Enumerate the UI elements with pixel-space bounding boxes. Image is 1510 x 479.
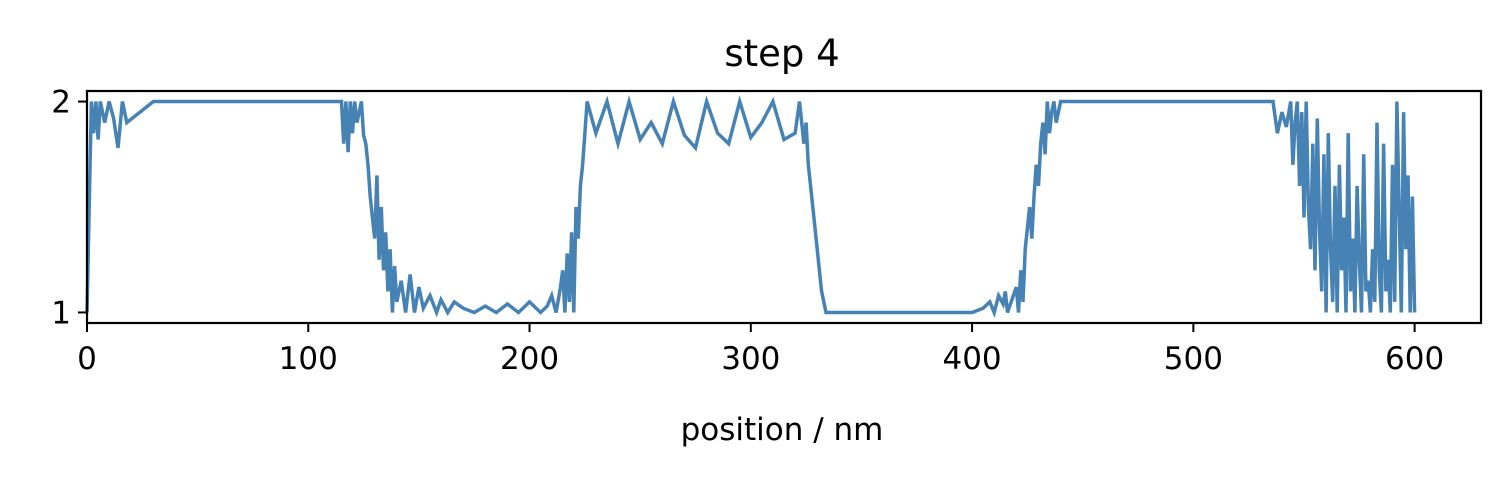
x-tick-label: 500 [1164, 341, 1223, 377]
x-tick-label: 600 [1385, 341, 1444, 377]
chart-title: step 4 [724, 32, 839, 75]
x-tick-label: 300 [721, 341, 780, 377]
plot-area [85, 94, 1417, 318]
x-tick-label: 200 [500, 341, 559, 377]
x-tick-label: 100 [279, 341, 338, 377]
x-axis-title: position / nm [681, 412, 884, 448]
series-line-0 [85, 94, 1417, 318]
y-tick-label: 2 [51, 85, 71, 121]
axes-frame [85, 89, 1483, 325]
y-tick-label: 1 [51, 295, 71, 331]
x-tick-label: 0 [77, 341, 97, 377]
y-axis: 12 [51, 85, 87, 331]
x-tick-label: 400 [942, 341, 1001, 377]
x-axis: 0 100 200 300 400 500 600 [77, 323, 1444, 377]
